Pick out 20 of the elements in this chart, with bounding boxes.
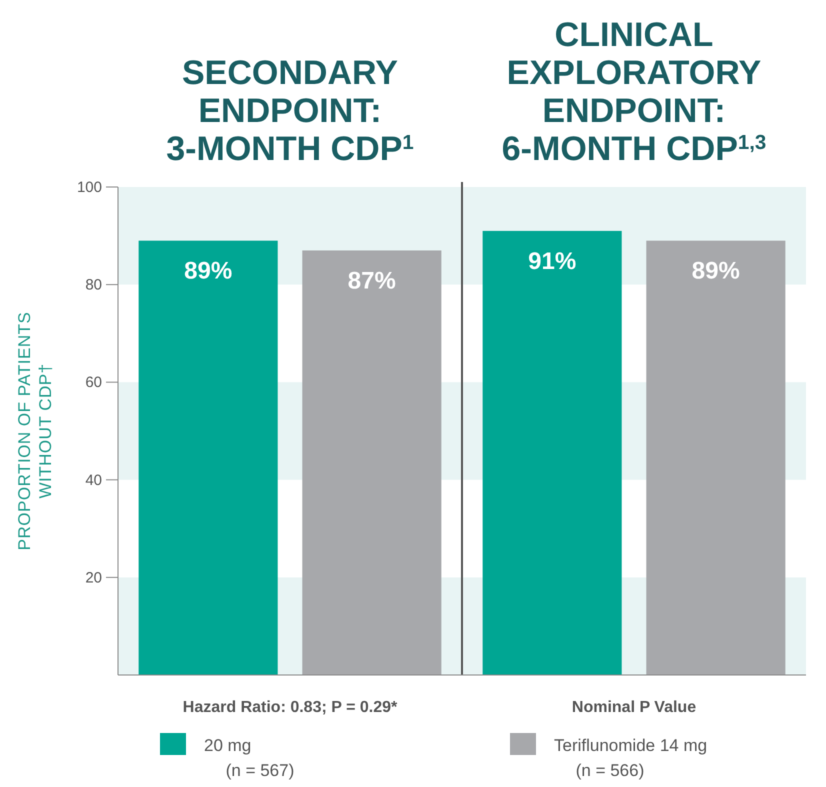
legend-label: Teriflunomide 14 mg (n = 566) (554, 736, 708, 780)
y-tick-label: 80 (85, 276, 102, 294)
x-tick-label: Nominal P Value (572, 699, 696, 716)
data-label: 87% (348, 267, 396, 294)
y-tick-label: 20 (85, 569, 102, 586)
bar (482, 230, 622, 675)
text: CLINICAL EXPLORATORY ENDPOINT: 6-MONTH CDP$^{1,3}$ (502, 16, 766, 168)
y-tick-label: 60 (85, 374, 102, 392)
y-tick-label: 100 (76, 179, 102, 196)
text: SECONDARY ENDPOINT: 3-MONTH CDP$^{1}$ (166, 54, 414, 168)
bar (302, 250, 442, 675)
data-label: 89% (184, 258, 232, 285)
data-label: 89% (692, 258, 740, 285)
legend-label: 20 mg (n = 567) (204, 736, 294, 780)
y-axis-title: PROPORTION OF PATIENTS WITHOUT CDP† (15, 312, 55, 550)
y-tick-label: 40 (85, 472, 102, 489)
bar (138, 240, 278, 675)
bar (646, 240, 786, 675)
x-tick-label: Hazard Ratio: 0.83; P = 0.29* (182, 699, 398, 716)
data-label: 91% (528, 248, 576, 275)
